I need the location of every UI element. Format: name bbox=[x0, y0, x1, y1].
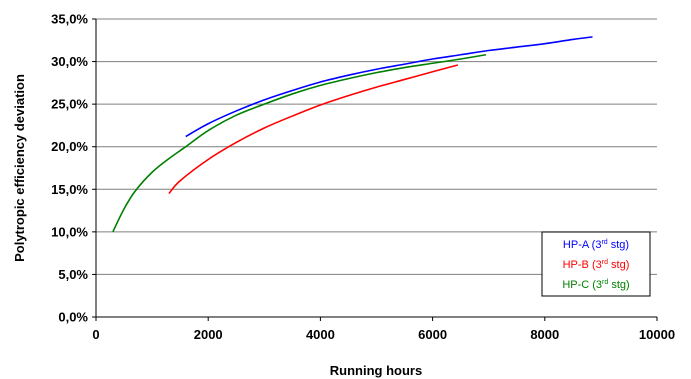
legend-box bbox=[541, 231, 651, 297]
x-tick-label: 0 bbox=[92, 327, 99, 342]
y-tick-label: 30,0% bbox=[51, 54, 88, 69]
series-line-hp-b bbox=[168, 64, 459, 195]
x-tick-label: 8000 bbox=[530, 327, 559, 342]
y-tick-label: 10,0% bbox=[51, 224, 88, 239]
x-tick-label: 2000 bbox=[194, 327, 223, 342]
y-tick-label: 35,0% bbox=[51, 12, 88, 27]
series-lines bbox=[112, 36, 593, 233]
y-tick-label: 20,0% bbox=[51, 139, 88, 154]
legend-entry-hp-a: HP-A (3rd stg) bbox=[563, 239, 629, 251]
x-axis-title: Running hours bbox=[330, 363, 422, 378]
x-tick-label: 10000 bbox=[639, 327, 675, 342]
legend-entry-hp-b: HP-B (3rd stg) bbox=[563, 259, 630, 271]
x-tick-label: 6000 bbox=[418, 327, 447, 342]
y-tick-label: 5,0% bbox=[58, 267, 88, 282]
series-line-hp-a bbox=[185, 36, 593, 138]
x-ticks: 0 2000 4000 6000 8000 10000 bbox=[92, 317, 675, 342]
legend-entries: HP-A (3rd stg) HP-B (3rd stg) HP-C (3rd st… bbox=[562, 239, 629, 291]
y-tick-label: 15,0% bbox=[51, 182, 88, 197]
x-tick-label: 4000 bbox=[306, 327, 335, 342]
y-axis-title: Polytropic efficiency deviation bbox=[12, 74, 27, 262]
gridlines bbox=[96, 18, 657, 275]
legend: HP-A (3rd stg) HP-B (3rd stg) HP-C (3rd st… bbox=[541, 231, 651, 297]
y-tick-label: 25,0% bbox=[51, 97, 88, 112]
y-ticks: 0,0% 5,0% 10,0% 15,0% 20,0% 25,0% 30,0% 35,0% bbox=[51, 12, 96, 325]
series-line-hp-c bbox=[112, 53, 487, 233]
legend-entry-hp-c: HP-C (3rd stg) bbox=[562, 279, 629, 291]
y-tick-label: 0,0% bbox=[58, 310, 88, 325]
